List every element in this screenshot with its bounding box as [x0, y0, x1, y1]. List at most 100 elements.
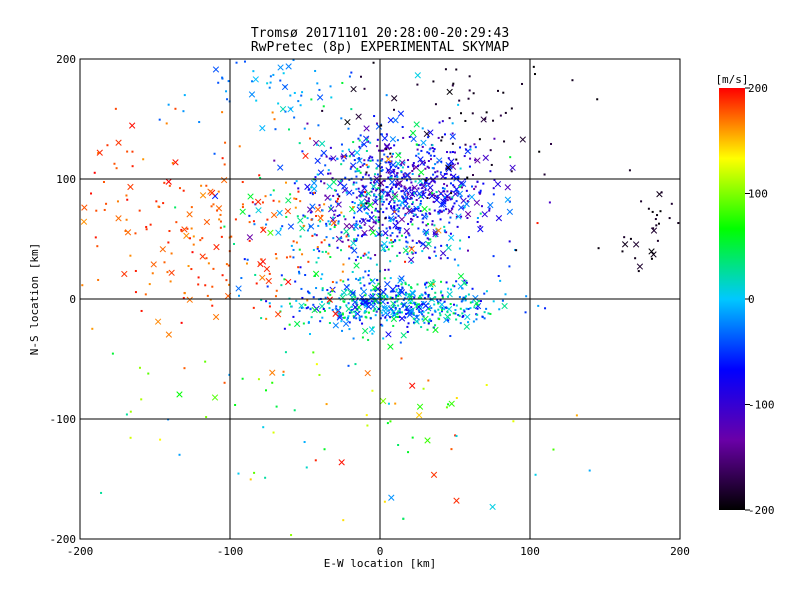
data-point [186, 227, 189, 230]
data-point [402, 207, 405, 210]
data-point [421, 250, 424, 253]
data-point [241, 203, 244, 206]
data-point [392, 304, 395, 307]
data-point [434, 254, 437, 257]
data-point [370, 190, 373, 193]
data-point [406, 253, 409, 256]
data-point [378, 227, 381, 230]
data-point [393, 201, 396, 204]
data-point [389, 296, 392, 299]
data-point-cross [388, 215, 395, 222]
data-point-cross [416, 403, 424, 410]
data-point [412, 201, 415, 204]
data-point [254, 273, 257, 276]
data-point-cross [448, 234, 455, 241]
data-point-cross [254, 198, 262, 205]
data-point [282, 370, 285, 373]
data-point [255, 282, 258, 285]
data-point [189, 237, 192, 240]
data-point-cross [403, 187, 410, 194]
data-point [385, 227, 388, 230]
data-point [356, 167, 359, 170]
data-point [272, 189, 275, 192]
data-point [140, 398, 143, 401]
data-point [434, 103, 437, 106]
data-point [411, 164, 414, 167]
data-point [384, 217, 387, 220]
data-point [293, 91, 296, 94]
data-point [436, 298, 439, 301]
data-point [182, 110, 185, 113]
data-point [338, 297, 341, 300]
data-point [348, 155, 351, 158]
data-point [319, 311, 322, 314]
data-point [365, 211, 368, 214]
data-point [392, 183, 395, 186]
data-point [436, 175, 439, 178]
data-point [365, 253, 368, 256]
data-point [331, 281, 334, 284]
data-point [428, 318, 431, 321]
data-point [452, 303, 455, 306]
data-point [311, 234, 314, 237]
data-point [300, 306, 303, 309]
data-point [340, 320, 343, 323]
data-point [487, 312, 490, 315]
data-point [479, 191, 482, 194]
data-point [377, 149, 380, 152]
data-point [407, 451, 410, 454]
data-point [457, 103, 460, 106]
data-point [353, 238, 356, 241]
data-point [427, 302, 430, 305]
data-point [502, 91, 505, 94]
data-point [159, 438, 162, 441]
data-point [398, 316, 401, 319]
data-point [434, 296, 437, 299]
data-point [325, 222, 328, 225]
data-point [238, 145, 241, 148]
data-point [316, 173, 319, 176]
data-point [384, 268, 387, 271]
data-point [448, 210, 451, 213]
data-point [438, 121, 441, 124]
data-point [237, 472, 240, 475]
data-point [382, 200, 385, 203]
data-point [408, 234, 411, 237]
data-point [443, 133, 446, 136]
data-point [402, 299, 405, 302]
data-point [376, 279, 379, 282]
data-point [404, 214, 407, 217]
data-point [411, 203, 414, 206]
data-point-cross [330, 155, 337, 162]
data-point [134, 291, 137, 294]
data-point [315, 234, 318, 237]
data-point [295, 299, 298, 302]
data-point [445, 167, 448, 170]
data-point [416, 148, 419, 151]
data-point [168, 230, 171, 233]
data-point [656, 214, 659, 217]
data-point-cross [383, 142, 391, 150]
data-point [392, 218, 395, 221]
data-point [251, 201, 254, 204]
data-point [492, 119, 495, 122]
data-point-cross [309, 203, 316, 210]
data-point-cross [339, 294, 346, 301]
data-point [397, 294, 400, 297]
data-point [352, 181, 355, 184]
data-point [488, 207, 491, 210]
data-point-cross [363, 125, 370, 132]
data-point-cross [407, 256, 415, 263]
data-point [365, 193, 368, 196]
data-point [322, 308, 325, 311]
data-point [432, 150, 435, 153]
data-point [319, 220, 322, 223]
data-point [367, 269, 370, 272]
data-point [304, 215, 307, 218]
data-point [396, 313, 399, 316]
data-point [509, 156, 512, 159]
data-point [393, 301, 396, 304]
data-point [465, 307, 468, 310]
data-point [404, 294, 407, 297]
data-point [289, 255, 292, 258]
